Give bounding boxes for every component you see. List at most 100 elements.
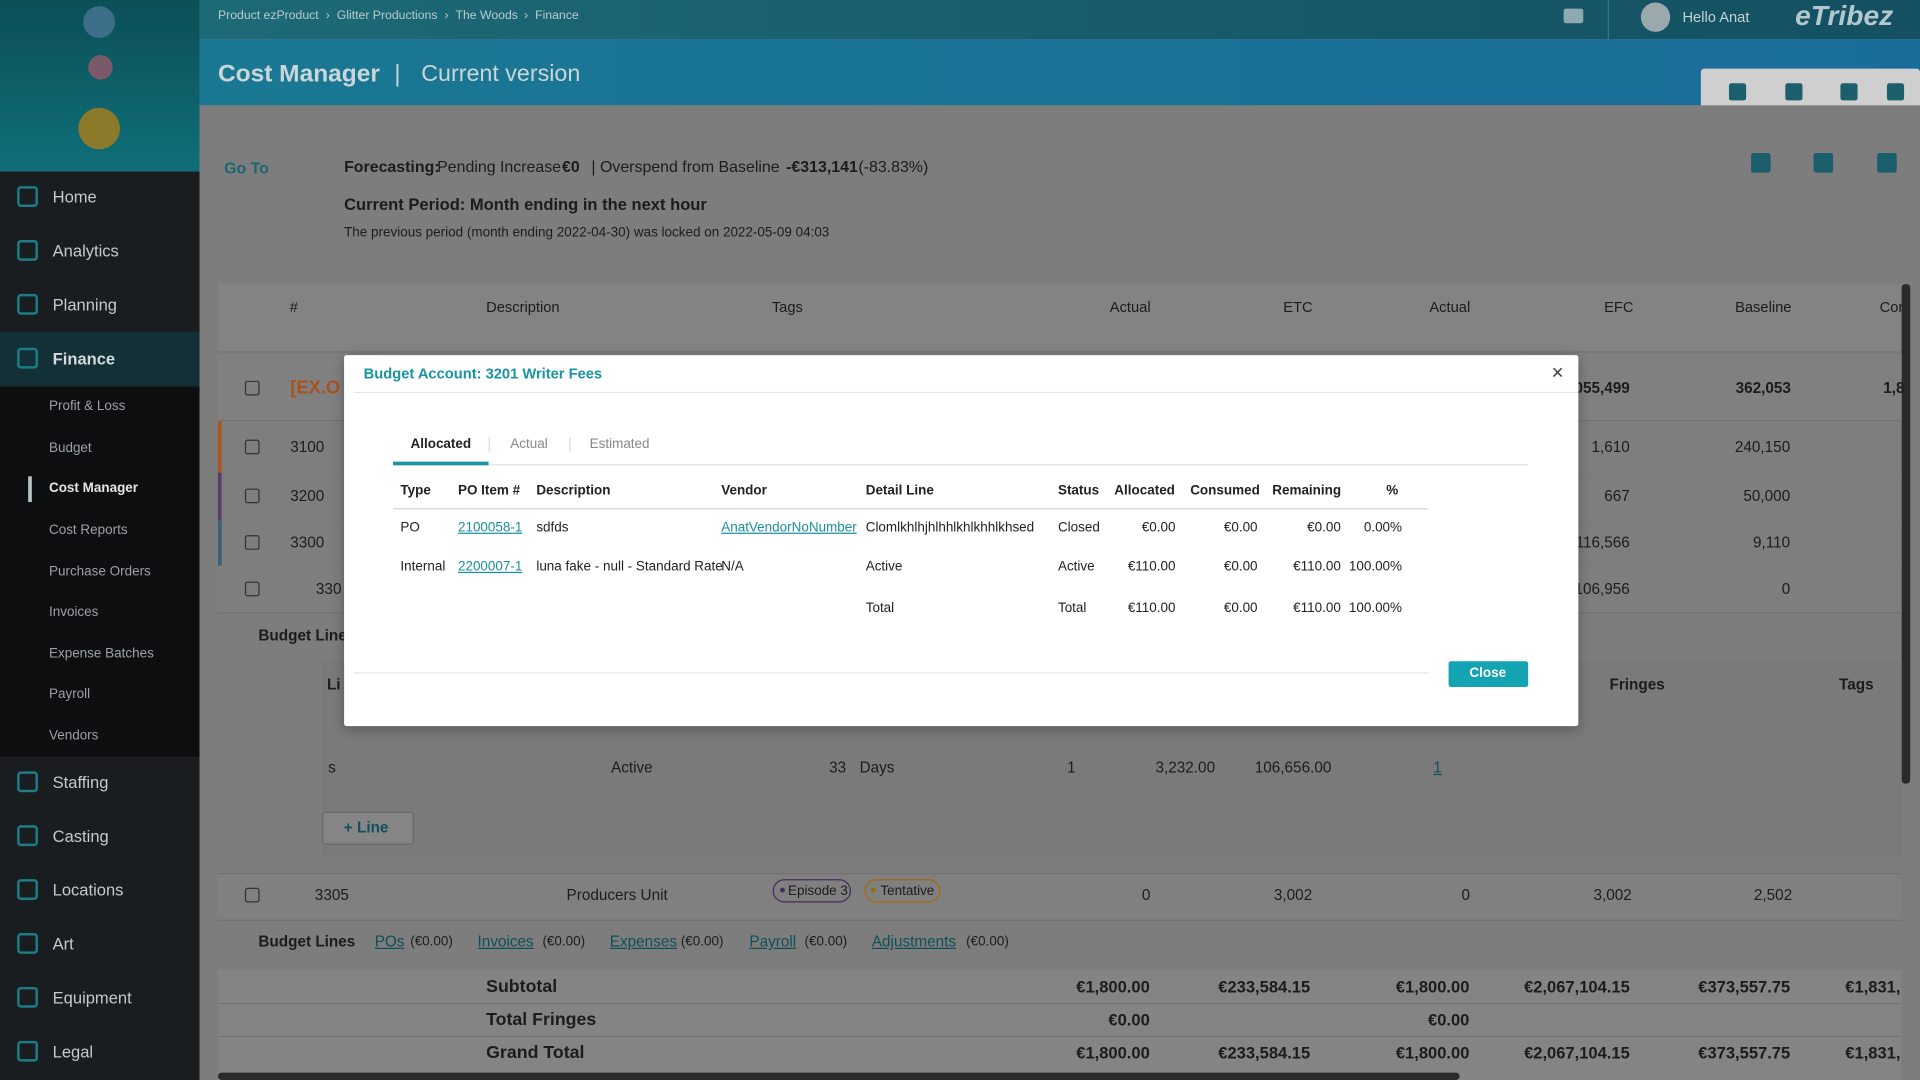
close-label[interactable]: Close <box>1469 666 1507 681</box>
account-code[interactable]: 3300 <box>290 533 325 552</box>
column-header: Baseline <box>1735 298 1792 316</box>
breadcrumb[interactable]: The Woods <box>455 9 518 23</box>
toolbar-icon[interactable] <box>1886 83 1905 101</box>
budget-link[interactable]: POs <box>374 933 405 951</box>
cell[interactable]: 1 <box>1433 759 1442 777</box>
submenu-item[interactable]: Cost Reports <box>48 522 128 538</box>
add-line-label[interactable]: + Line <box>343 819 389 837</box>
nav-item[interactable]: Art <box>52 934 74 954</box>
column-header: Remaining <box>1272 483 1342 499</box>
total-cell: Total <box>1057 601 1087 616</box>
breadcrumb[interactable]: Product ezProduct <box>217 9 319 23</box>
total-cell: €110.00 <box>1127 601 1176 616</box>
nav-item[interactable]: Planning <box>52 295 117 315</box>
user-menu[interactable]: Hello Anat <box>1682 8 1750 26</box>
nav-item[interactable]: Home <box>52 187 97 207</box>
amount: (€0.00) <box>804 934 848 949</box>
nav-item[interactable]: Casting <box>52 827 109 846</box>
page-title: Cost Manager <box>217 60 380 88</box>
total-value: €2,067,104.15 <box>1524 977 1630 997</box>
total-value: €1,800.00 <box>1076 977 1150 997</box>
banner <box>199 39 1920 106</box>
submenu-item[interactable]: Vendors <box>48 728 99 744</box>
checkbox[interactable] <box>244 581 260 597</box>
account-code[interactable]: 3200 <box>290 487 325 505</box>
submenu-item[interactable]: Invoices <box>48 604 99 620</box>
nav-item[interactable]: Staffing <box>52 773 109 792</box>
nav-item[interactable]: Finance <box>52 349 116 368</box>
cell: €110.00 <box>1293 559 1341 575</box>
account-code[interactable]: 330 <box>315 580 342 598</box>
submenu-item[interactable]: Cost Manager <box>48 481 139 496</box>
action-icon[interactable] <box>1751 153 1771 173</box>
total-label: Subtotal <box>486 977 558 997</box>
goto-menu[interactable]: Go To <box>224 158 269 177</box>
link[interactable]: 2200007-1 <box>457 559 523 575</box>
breadcrumb[interactable]: Finance <box>535 9 579 23</box>
total-value: €373,557.75 <box>1698 977 1791 997</box>
submenu-item[interactable]: Profit & Loss <box>48 399 126 414</box>
nav-item[interactable]: Equipment <box>52 988 132 1008</box>
tab-divider <box>488 437 490 452</box>
link[interactable]: 2100058-1 <box>457 520 523 536</box>
total-value: €0.00 <box>1428 1010 1470 1030</box>
total-label: Total Fringes <box>486 1010 597 1030</box>
link[interactable]: AnatVendorNoNumber <box>721 520 857 536</box>
submenu-item[interactable]: Expense Batches <box>48 646 154 662</box>
nav-item[interactable]: Legal <box>52 1042 94 1062</box>
cell: €0.00 <box>1223 520 1258 536</box>
checkbox[interactable] <box>244 439 260 455</box>
forecast-text: Pending Increase <box>437 157 562 176</box>
toolbar-icon[interactable] <box>1728 83 1747 101</box>
column-header: Type <box>400 483 431 499</box>
checkbox[interactable] <box>244 488 260 504</box>
column-header: Allocated <box>1114 483 1175 499</box>
budget-link[interactable]: Invoices <box>477 933 534 951</box>
forecast-text: (-83.83%) <box>858 157 929 176</box>
cell: Days <box>859 759 895 777</box>
total-value: €1,831, <box>1845 977 1901 997</box>
breadcrumb[interactable]: Glitter Productions <box>336 9 438 23</box>
nav-icon <box>17 771 38 793</box>
account-code[interactable]: 3100 <box>290 438 325 456</box>
action-icon[interactable] <box>1877 153 1897 173</box>
budget-link[interactable]: Adjustments <box>871 933 957 951</box>
modal-close-icon[interactable]: × <box>1551 361 1564 385</box>
cell: Internal <box>400 559 446 575</box>
tag: Tentative <box>880 884 935 899</box>
submenu-item[interactable]: Budget <box>48 440 92 456</box>
tab[interactable]: Allocated <box>410 437 472 452</box>
modal <box>344 355 1579 727</box>
divider <box>217 1002 1902 1005</box>
account-code[interactable]: 3305 <box>314 886 349 904</box>
submenu-item[interactable]: Payroll <box>48 686 91 702</box>
action-icon[interactable] <box>1813 153 1834 173</box>
nav-item[interactable]: Locations <box>52 881 124 900</box>
submenu-item[interactable]: Purchase Orders <box>48 564 151 580</box>
cell: Active <box>865 559 903 575</box>
checkbox[interactable] <box>244 535 260 550</box>
topbar <box>199 0 1920 40</box>
tab[interactable]: Estimated <box>589 437 650 452</box>
checkbox[interactable] <box>244 887 260 903</box>
toolbar-icon[interactable] <box>1840 83 1858 101</box>
cell: 50,000 <box>1743 487 1791 505</box>
scrollbar <box>1901 284 1911 784</box>
close-button[interactable] <box>1448 661 1529 687</box>
toolbar-icon[interactable] <box>1785 83 1803 101</box>
budget-link[interactable]: Payroll <box>749 933 797 951</box>
row-stripe <box>217 472 222 521</box>
divider <box>1607 0 1609 40</box>
budget-link[interactable]: Expenses <box>609 933 678 951</box>
checkbox[interactable] <box>244 380 260 396</box>
account-row <box>217 873 1902 921</box>
nav-icon <box>17 986 38 1008</box>
divider <box>217 1035 1902 1038</box>
add-line-button[interactable] <box>322 811 414 845</box>
cell: 2,502 <box>1753 886 1793 904</box>
nav-item[interactable]: Analytics <box>52 241 119 261</box>
group-code[interactable]: [EX.O <box>290 377 341 399</box>
tab[interactable]: Actual <box>510 437 548 452</box>
cell: 106,956 <box>1574 580 1630 598</box>
